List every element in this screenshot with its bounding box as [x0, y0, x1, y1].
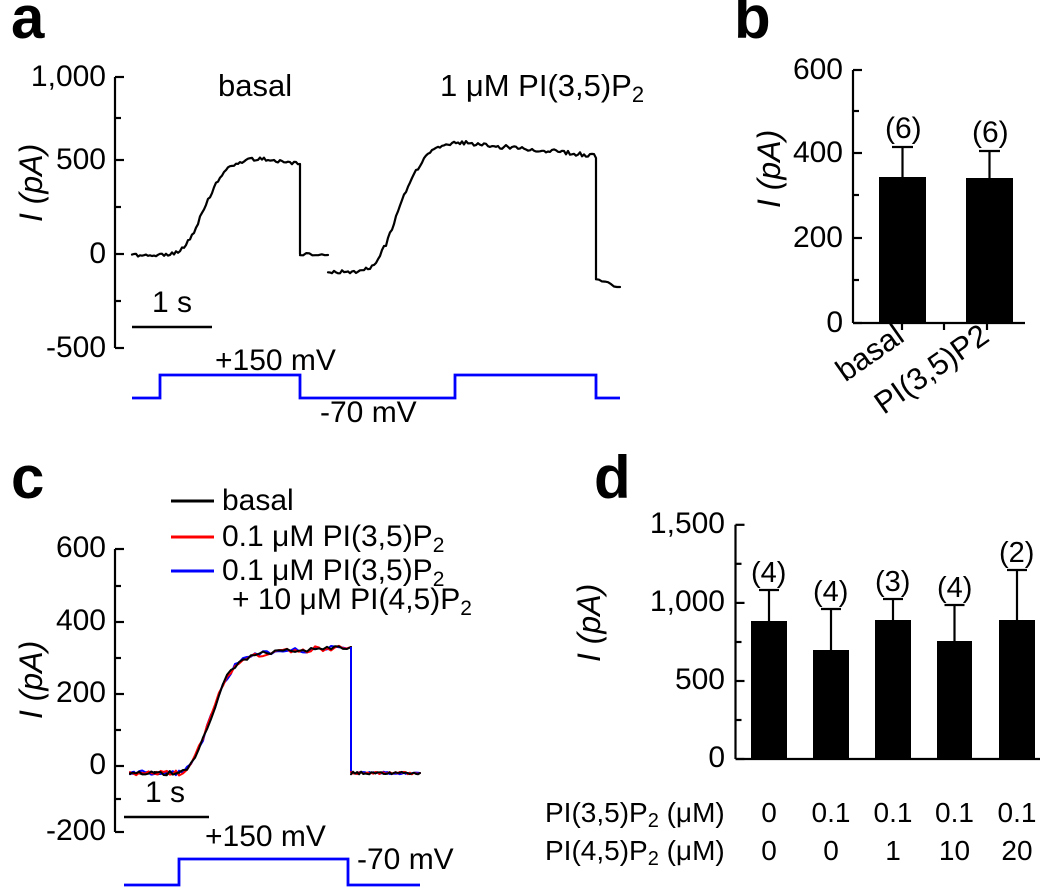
- svg-text:1 s: 1 s: [152, 286, 192, 319]
- svg-text:-200: -200: [46, 814, 106, 847]
- svg-text:I (pA): I (pA): [13, 144, 49, 222]
- svg-text:(4): (4): [751, 557, 786, 589]
- svg-text:0: 0: [708, 741, 725, 774]
- svg-text:I (pA): I (pA): [571, 584, 607, 662]
- svg-text:0: 0: [89, 237, 106, 270]
- svg-text:0: 0: [826, 306, 843, 339]
- svg-text:(4): (4): [937, 572, 972, 604]
- svg-text:0: 0: [761, 797, 777, 828]
- svg-text:10: 10: [939, 835, 970, 866]
- svg-text:basal: basal: [222, 484, 294, 517]
- svg-text:1 μM PI(3,5)P2: 1 μM PI(3,5)P2: [440, 68, 644, 107]
- svg-text:500: 500: [675, 663, 725, 696]
- svg-text:(2): (2): [999, 537, 1034, 569]
- svg-text:1 s: 1 s: [145, 776, 185, 809]
- svg-text:-70 mV: -70 mV: [320, 396, 417, 429]
- svg-text:PI(3,5)P2 (μM): PI(3,5)P2 (μM): [545, 797, 725, 832]
- svg-text:500: 500: [56, 143, 106, 176]
- svg-text:0: 0: [89, 748, 106, 781]
- svg-text:1,500: 1,500: [650, 507, 725, 540]
- svg-text:600: 600: [56, 531, 106, 564]
- svg-text:basal: basal: [218, 68, 292, 103]
- svg-text:200: 200: [56, 676, 106, 709]
- svg-text:+150 mV: +150 mV: [215, 344, 336, 377]
- svg-text:I (pA): I (pA): [751, 130, 787, 208]
- svg-text:0.1: 0.1: [874, 797, 913, 828]
- svg-text:0: 0: [823, 835, 839, 866]
- svg-text:(6): (6): [885, 112, 922, 145]
- svg-text:400: 400: [793, 136, 843, 169]
- svg-text:-500: -500: [46, 331, 106, 364]
- svg-text:I (pA): I (pA): [13, 641, 49, 719]
- svg-text:0.1: 0.1: [812, 797, 851, 828]
- svg-text:1: 1: [885, 835, 901, 866]
- svg-text:(6): (6): [972, 116, 1009, 149]
- svg-text:1,000: 1,000: [31, 60, 106, 93]
- svg-text:+150 mV: +150 mV: [205, 820, 326, 853]
- svg-text:0: 0: [761, 835, 777, 866]
- svg-text:400: 400: [56, 604, 106, 637]
- svg-text:20: 20: [1001, 835, 1032, 866]
- svg-text:0.1 μM PI(3,5)P2: 0.1 μM PI(3,5)P2: [222, 520, 444, 557]
- svg-text:0.1: 0.1: [935, 797, 974, 828]
- svg-text:600: 600: [793, 53, 843, 86]
- svg-text:200: 200: [793, 221, 843, 254]
- svg-text:0.1: 0.1: [998, 797, 1037, 828]
- svg-text:1,000: 1,000: [650, 585, 725, 618]
- svg-text:PI(4,5)P2 (μM): PI(4,5)P2 (μM): [545, 835, 725, 870]
- svg-text:(3): (3): [875, 566, 910, 598]
- svg-text:(4): (4): [813, 576, 848, 608]
- svg-text:-70 mV: -70 mV: [357, 843, 454, 876]
- svg-text:+ 10 μM PI(4,5)P2: + 10 μM PI(4,5)P2: [232, 583, 472, 620]
